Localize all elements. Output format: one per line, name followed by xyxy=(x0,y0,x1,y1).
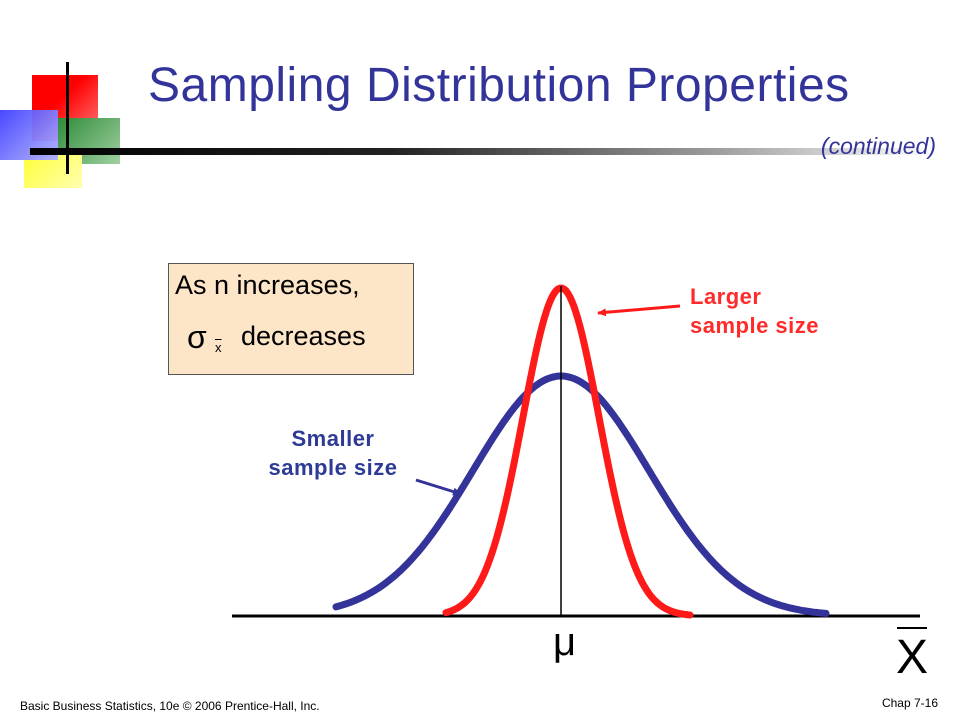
decorative-vertical-line xyxy=(66,62,69,174)
smaller-sample-label-line1: Smaller xyxy=(291,426,375,451)
larger-sample-label-line1: Larger xyxy=(690,284,762,309)
footer-source: Basic Business Statistics, 10e © 2006 Pr… xyxy=(20,699,320,713)
note-text-decreases: decreases xyxy=(241,321,366,351)
larger-sample-curve xyxy=(442,284,694,619)
footer-page-number: Chap 7-16 xyxy=(881,696,938,710)
smaller-sample-label-line2: sample size xyxy=(268,455,398,480)
sigma-subscript-xbar: x xyxy=(215,340,222,355)
smaller-sample-label: Smaller sample size xyxy=(248,424,418,482)
smaller-sample-curve xyxy=(332,372,830,617)
xbar-overline xyxy=(897,627,927,629)
axis-variable-xbar: X xyxy=(896,631,929,684)
title-underline xyxy=(30,148,935,155)
note-text-increases: As n increases, xyxy=(175,270,360,300)
larger-sample-arrow xyxy=(597,304,681,317)
slide-subtitle: (continued) xyxy=(820,133,936,159)
larger-sample-label: Larger sample size xyxy=(690,282,819,340)
mean-symbol: μ xyxy=(553,620,577,664)
sigma-symbol: σ xyxy=(187,319,207,355)
note-box: As n increases, σ x decreases xyxy=(168,263,414,375)
slide-title: Sampling Distribution Properties xyxy=(148,59,850,112)
larger-sample-label-line2: sample size xyxy=(690,313,820,338)
smaller-sample-arrow xyxy=(415,478,462,496)
